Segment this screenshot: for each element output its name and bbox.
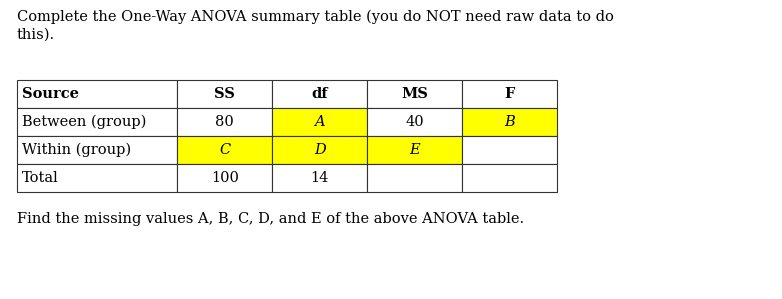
Bar xyxy=(178,80,272,108)
Bar xyxy=(17,164,178,192)
Bar xyxy=(178,164,272,192)
Text: A: A xyxy=(314,115,325,129)
Text: E: E xyxy=(410,143,420,157)
Bar xyxy=(272,108,368,136)
Bar xyxy=(272,80,368,108)
Bar xyxy=(462,108,558,136)
Text: 40: 40 xyxy=(405,115,424,129)
Text: 100: 100 xyxy=(211,171,239,185)
Bar xyxy=(17,108,178,136)
Text: Total: Total xyxy=(22,171,59,185)
Text: B: B xyxy=(504,115,515,129)
Bar xyxy=(17,136,178,164)
Text: Source: Source xyxy=(22,87,79,101)
Text: Find the missing values A, B, C, D, and E of the above ANOVA table.: Find the missing values A, B, C, D, and … xyxy=(17,212,524,226)
Bar xyxy=(272,164,368,192)
Bar xyxy=(17,80,178,108)
Bar xyxy=(462,80,558,108)
Text: 14: 14 xyxy=(310,171,329,185)
Bar xyxy=(272,136,368,164)
Bar xyxy=(462,136,558,164)
Text: MS: MS xyxy=(401,87,429,101)
Text: Between (group): Between (group) xyxy=(22,115,146,129)
Text: Within (group): Within (group) xyxy=(22,143,131,157)
Bar xyxy=(368,108,462,136)
Bar xyxy=(178,136,272,164)
Bar xyxy=(368,164,462,192)
Text: df: df xyxy=(311,87,328,101)
Text: C: C xyxy=(219,143,231,157)
Text: D: D xyxy=(314,143,325,157)
Bar xyxy=(462,164,558,192)
Text: SS: SS xyxy=(214,87,235,101)
Bar xyxy=(368,80,462,108)
Text: this).: this). xyxy=(17,28,55,42)
Text: Complete the One-Way ANOVA summary table (you do NOT need raw data to do: Complete the One-Way ANOVA summary table… xyxy=(17,10,614,25)
Text: F: F xyxy=(504,87,515,101)
Bar xyxy=(368,136,462,164)
Text: 80: 80 xyxy=(215,115,234,129)
Bar xyxy=(178,108,272,136)
